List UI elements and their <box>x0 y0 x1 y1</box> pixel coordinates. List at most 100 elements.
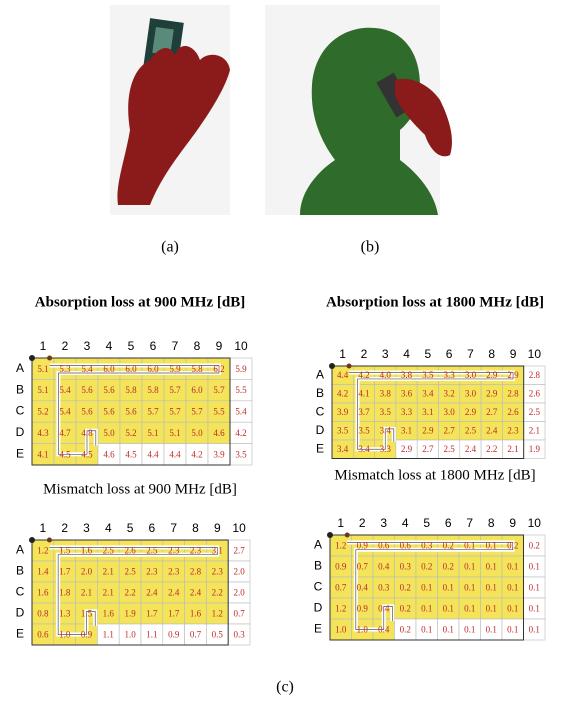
cell-value: 5.4 <box>59 407 71 417</box>
cell-value: 2.7 <box>444 426 456 436</box>
row-label: A <box>16 543 24 557</box>
cell-value: 6.2 <box>213 364 224 374</box>
cell-value: 5.7 <box>191 407 203 417</box>
column-label: 2 <box>61 521 68 535</box>
column-label: 5 <box>128 339 135 353</box>
cell-value: 4.7 <box>59 428 71 438</box>
cell-value: 4.0 <box>380 370 392 380</box>
cell-value: 5.5 <box>235 385 247 395</box>
cell-value: 4.6 <box>103 449 115 459</box>
panel-label: (a) <box>161 239 179 256</box>
cell-value: 4.5 <box>81 449 93 459</box>
cell-value: 1.6 <box>103 609 115 619</box>
cell-value: 1.7 <box>59 567 71 577</box>
caption: (c) <box>276 679 294 696</box>
cell-value: 2.5 <box>124 567 136 577</box>
cell-value: 2.3 <box>507 426 519 436</box>
cell-value: 2.3 <box>168 567 180 577</box>
cell-value: 2.5 <box>146 546 158 556</box>
cell-value: 0.4 <box>378 562 390 572</box>
antenna-trace-edge <box>347 541 514 630</box>
cell-value: 5.7 <box>147 407 159 417</box>
column-label: 9 <box>509 516 516 530</box>
cell-value: 3.7 <box>358 407 370 417</box>
cell-value: 0.1 <box>464 562 475 572</box>
cell-value: 3.1 <box>422 407 433 417</box>
cell-value: 0.1 <box>443 583 454 593</box>
cell-value: 0.3 <box>378 583 390 593</box>
cell-value: 0.2 <box>529 541 540 551</box>
cell-value: 1.0 <box>124 630 136 640</box>
cell-value: 2.9 <box>486 370 498 380</box>
cell-value: 5.9 <box>169 364 181 374</box>
cell-value: 2.9 <box>422 426 434 436</box>
cell-value: 2.2 <box>486 444 497 454</box>
cell-value: 0.1 <box>421 583 432 593</box>
cell-value: 0.5 <box>212 630 224 640</box>
column-label: 4 <box>105 521 112 535</box>
cell-value: 0.1 <box>443 625 454 635</box>
column-label: 10 <box>528 347 542 361</box>
cell-value: 5.4 <box>59 385 71 395</box>
column-label: 3 <box>380 516 387 530</box>
cell-value: 3.4 <box>380 426 392 436</box>
cell-value: 3.3 <box>401 407 413 417</box>
cell-value: 4.3 <box>37 428 49 438</box>
cell-value: 5.4 <box>81 364 93 374</box>
cell-value: 2.5 <box>465 426 477 436</box>
column-label: 6 <box>150 339 157 353</box>
cell-value: 3.8 <box>401 370 413 380</box>
row-label: E <box>316 441 324 455</box>
yellow-border <box>31 357 231 466</box>
cell-value: 1.1 <box>103 630 114 640</box>
row-label: A <box>316 367 324 381</box>
cell-value: 2.1 <box>529 426 540 436</box>
cell-value: 1.6 <box>190 609 202 619</box>
cell-value: 2.3 <box>212 567 224 577</box>
column-label: 5 <box>127 521 134 535</box>
cell-value: 2.8 <box>529 370 541 380</box>
cell-value: 2.4 <box>486 426 498 436</box>
column-label: 1 <box>40 339 47 353</box>
column-label: 9 <box>214 521 221 535</box>
cell-value: 3.6 <box>401 389 413 399</box>
antenna-trace-edge <box>49 546 218 635</box>
yellow-border <box>329 534 524 641</box>
feed-point <box>327 532 333 538</box>
cell-value: 0.9 <box>81 630 93 640</box>
cell-value: 4.1 <box>37 449 48 459</box>
cell-value: 5.8 <box>191 364 203 374</box>
yellow-border <box>331 365 525 459</box>
row-label: E <box>16 446 24 460</box>
column-label: 2 <box>361 347 368 361</box>
feed-point <box>46 537 52 543</box>
cell-value: 0.1 <box>486 625 497 635</box>
row-label: E <box>314 622 322 636</box>
cell-value: 1.5 <box>59 546 71 556</box>
cell-value: 0.2 <box>400 604 411 614</box>
cell-value: 5.2 <box>125 428 136 438</box>
cell-value: 6.0 <box>103 364 115 374</box>
column-label: 3 <box>83 521 90 535</box>
row-label: D <box>16 606 25 620</box>
cell-value: 2.9 <box>401 444 413 454</box>
cell-value: 2.7 <box>422 444 434 454</box>
cell-value: 0.9 <box>357 541 369 551</box>
cell-value: 5.0 <box>191 428 203 438</box>
cell-value: 0.1 <box>507 625 518 635</box>
cell-value: 3.1 <box>401 426 412 436</box>
feed-point <box>47 355 53 361</box>
column-label: 3 <box>84 339 91 353</box>
cell-value: 0.6 <box>400 541 412 551</box>
cell-value: 4.4 <box>337 370 349 380</box>
cell-value: 3.5 <box>235 449 247 459</box>
cell-value: 0.6 <box>37 630 49 640</box>
cell-value: 5.6 <box>81 407 93 417</box>
column-label: 7 <box>172 339 179 353</box>
cell-value: 1.9 <box>529 444 541 454</box>
cell-value: 0.1 <box>464 604 475 614</box>
cell-value: 0.1 <box>507 604 518 614</box>
row-label: B <box>16 382 24 396</box>
cell-value: 0.1 <box>443 604 454 614</box>
